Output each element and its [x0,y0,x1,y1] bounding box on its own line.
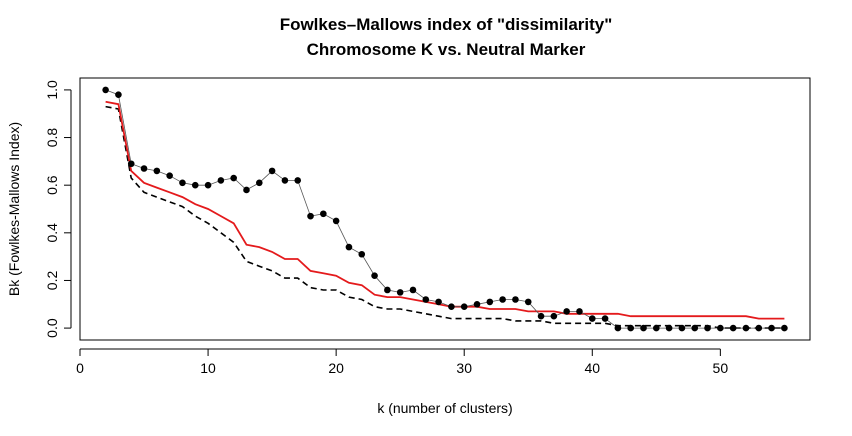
data-point [332,217,340,225]
x-tick-label: 30 [456,360,472,376]
data-point [371,272,378,279]
data-point [384,286,391,294]
data-point [409,286,417,294]
data-point [102,86,109,94]
x-tick-label: 50 [713,360,729,376]
data-point [768,324,775,332]
x-axis: 0 10 20 30 40 50 [76,348,729,376]
plot-frame [79,77,811,341]
data-point [153,167,161,175]
data-point [422,296,430,303]
series-layer [102,86,788,332]
data-point [320,210,327,218]
data-point [717,324,724,332]
x-tick-label: 20 [328,360,344,376]
chart-subtitle: Chromosome K vs. Neutral Marker [307,40,586,59]
data-point [115,91,122,98]
data-point [268,167,276,175]
y-tick-label: 0.8 [44,128,60,148]
data-point [396,289,404,296]
data-point [781,324,788,332]
data-point [653,324,660,332]
data-point [204,181,212,189]
y-axis: 0.0 0.2 0.4 0.6 0.8 1.0 [44,80,72,338]
data-point [627,324,635,332]
data-point [281,177,289,184]
data-point [704,324,711,332]
data-point [140,165,148,172]
data-point [537,312,545,320]
y-axis-label: Bk (Fowlkes-Mallows Index) [6,122,22,296]
y-tick-label: 0.2 [44,271,60,291]
y-tick-label: 0.0 [44,318,60,338]
y-tick-label: 1.0 [44,80,60,100]
y-tick-label: 0.4 [44,223,60,243]
data-point [307,212,314,220]
chart-title: Fowlkes–Mallows index of "dissimilarity" [280,15,613,34]
data-point [473,300,481,308]
x-tick-label: 10 [200,360,216,376]
data-point [742,324,750,332]
data-point [294,177,302,184]
data-point [512,296,519,303]
data-point [191,181,199,189]
x-axis-label: k (number of clusters) [377,400,512,416]
data-point [217,177,225,184]
dashed-series-line [105,105,785,329]
data-point [179,179,186,187]
x-tick-label: 40 [584,360,600,376]
data-point [588,315,596,322]
x-tick-label: 0 [76,360,84,376]
data-point [755,324,763,332]
data-point [460,303,468,310]
y-tick-label: 0.6 [44,175,60,195]
data-point [127,160,135,168]
data-point [640,324,647,332]
data-point [614,324,622,332]
data-point [576,308,583,315]
data-point [448,303,455,310]
data-point [230,174,237,182]
data-point [345,243,353,251]
data-point [435,298,442,306]
data-point [358,250,366,258]
red-series-line [105,100,785,320]
data-point [678,324,686,332]
data-point [729,324,737,332]
data-point [255,179,263,187]
data-point [243,186,250,194]
data-point [486,298,494,306]
data-point [524,298,532,306]
data-point [601,315,609,322]
data-point [550,312,558,320]
data-point [691,324,699,332]
data-point [563,308,570,315]
data-point [166,172,173,179]
data-point [665,324,673,332]
data-point [499,296,506,303]
